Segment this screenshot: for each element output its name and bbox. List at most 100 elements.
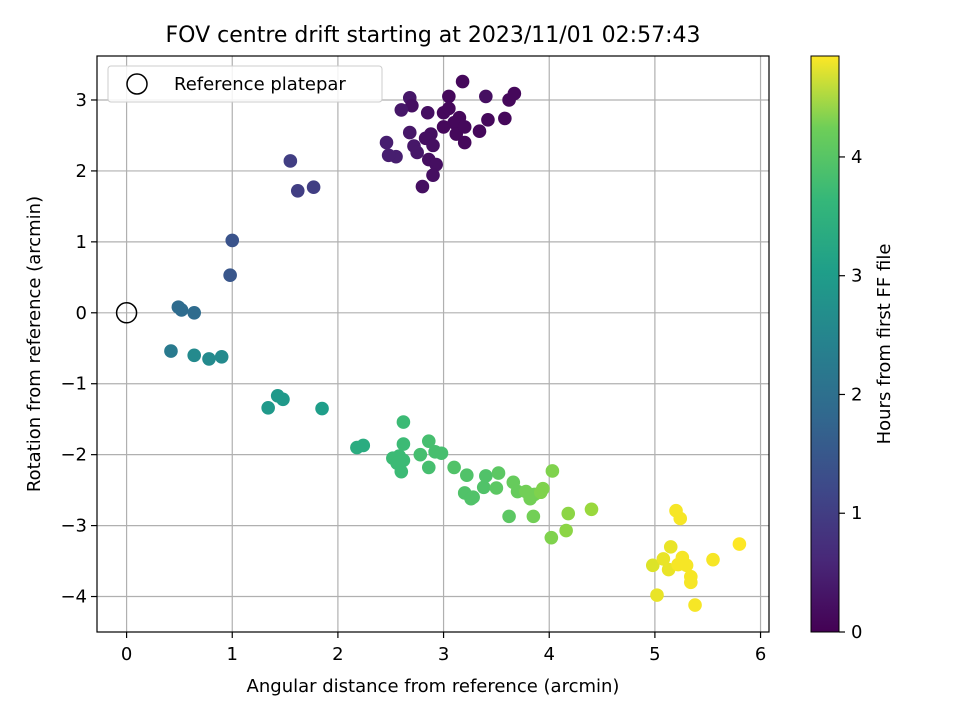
x-axis-label: Angular distance from reference (arcmin): [247, 676, 620, 697]
colorbar-gradient: [810, 55, 840, 633]
x-tick-label: 1: [227, 644, 238, 665]
colorbar: 0 1 2 3 4 Hours from first FF file: [810, 55, 895, 643]
y-tick-label: −3: [60, 516, 87, 537]
data-point: [472, 124, 487, 138]
data-point: [426, 138, 440, 153]
data-point: [429, 157, 443, 172]
x-tick-label: 5: [649, 644, 660, 665]
x-tick-label: 0: [121, 644, 132, 665]
data-point: [381, 148, 396, 163]
data-point: [442, 89, 456, 104]
y-tick-label: 3: [76, 90, 87, 111]
data-point: [536, 481, 550, 496]
data-point: [645, 558, 660, 573]
data-point: [214, 349, 229, 364]
data-point: [396, 453, 411, 468]
data-point: [476, 480, 491, 495]
y-tick-label: 1: [76, 232, 87, 253]
y-tick-label: −1: [60, 374, 87, 395]
data-point: [663, 540, 678, 554]
data-point: [426, 168, 440, 182]
data-point: [394, 103, 409, 117]
data-point: [356, 438, 371, 453]
data-point: [673, 511, 688, 526]
data-point: [434, 446, 449, 461]
data-point: [706, 552, 720, 567]
chart-title: FOV centre drift starting at 2023/11/01 …: [166, 23, 701, 48]
data-point: [306, 180, 321, 195]
data-point: [283, 154, 298, 168]
x-tick-label: 3: [438, 644, 449, 665]
data-point: [420, 105, 435, 120]
data-point: [261, 401, 275, 415]
data-point: [491, 466, 506, 480]
data-point: [396, 415, 411, 429]
y-tick-label: 0: [76, 303, 87, 324]
y-axis-label: Rotation from reference (arcmin): [24, 196, 45, 492]
data-point: [187, 305, 202, 320]
data-point: [202, 352, 216, 366]
data-point: [656, 552, 671, 566]
data-point: [225, 233, 240, 248]
x-tick-label: 6: [755, 644, 766, 665]
data-point: [174, 303, 189, 317]
data-point: [436, 120, 451, 134]
data-point: [442, 101, 456, 116]
data-point: [688, 598, 702, 612]
colorbar-tick-label: 3: [851, 266, 862, 287]
scatter-points: [115, 74, 747, 612]
data-point: [684, 575, 698, 590]
data-point: [421, 460, 436, 475]
data-point: [394, 464, 409, 479]
plot-frame: [96, 55, 770, 633]
y-tick-label: 2: [76, 161, 87, 182]
legend: Reference platepar: [107, 65, 383, 103]
legend-box: [107, 65, 383, 103]
legend-label-reference: Reference platepar: [174, 74, 346, 95]
data-point: [584, 502, 599, 517]
data-point: [507, 86, 522, 101]
data-point: [544, 530, 559, 545]
data-point: [559, 523, 573, 538]
colorbar-tick-label: 0: [851, 622, 862, 643]
colorbar-tick-label: 1: [851, 503, 862, 524]
data-point: [413, 447, 428, 462]
data-point: [561, 506, 576, 521]
data-point: [410, 145, 424, 160]
data-point: [502, 509, 516, 524]
data-point: [498, 111, 512, 126]
data-point: [405, 98, 419, 113]
data-point: [379, 135, 394, 150]
y-tick-label: −4: [60, 587, 87, 608]
data-point: [479, 89, 493, 104]
data-point: [460, 468, 474, 483]
legend-marker-reference: [126, 73, 148, 95]
x-tick-label: 4: [543, 644, 554, 665]
data-point: [545, 464, 560, 478]
data-point: [223, 268, 237, 282]
colorbar-label: Hours from first FF file: [874, 244, 895, 445]
data-point: [466, 490, 480, 505]
data-point: [457, 120, 472, 134]
data-point: [679, 558, 694, 573]
data-point: [315, 401, 329, 416]
colorbar-tick-label: 4: [851, 147, 862, 168]
data-point: [526, 509, 541, 524]
data-point: [187, 348, 202, 363]
data-point: [290, 183, 305, 198]
colorbar-tick-label: 2: [851, 384, 862, 405]
y-tick-label: −2: [60, 445, 87, 466]
data-point: [402, 125, 417, 140]
data-point: [732, 537, 747, 551]
y-axis-ticks: −4 −3 −2 −1 0 1 2 3: [60, 90, 97, 608]
data-point: [421, 434, 436, 448]
data-point: [650, 588, 664, 602]
data-point: [447, 115, 461, 130]
data-point: [489, 481, 504, 495]
x-tick-label: 2: [332, 644, 343, 665]
reference-marker: [115, 302, 138, 324]
data-point: [415, 179, 430, 194]
data-point: [396, 437, 411, 451]
